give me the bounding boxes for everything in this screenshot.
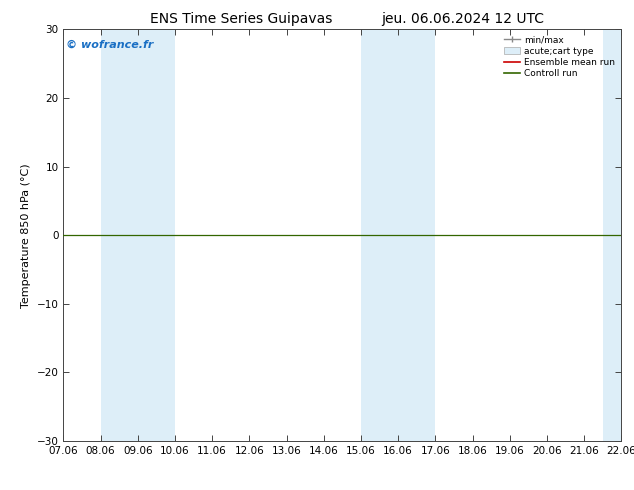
Bar [603, 29, 621, 441]
Bar [101, 29, 175, 441]
Y-axis label: Temperature 850 hPa (°C): Temperature 850 hPa (°C) [21, 163, 31, 308]
Legend: min/max, acute;cart type, Ensemble mean run, Controll run: min/max, acute;cart type, Ensemble mean … [502, 34, 617, 80]
Text: jeu. 06.06.2024 12 UTC: jeu. 06.06.2024 12 UTC [381, 12, 545, 26]
Text: © wofrance.fr: © wofrance.fr [66, 40, 153, 49]
Text: ENS Time Series Guipavas: ENS Time Series Guipavas [150, 12, 332, 26]
Bar [361, 29, 436, 441]
